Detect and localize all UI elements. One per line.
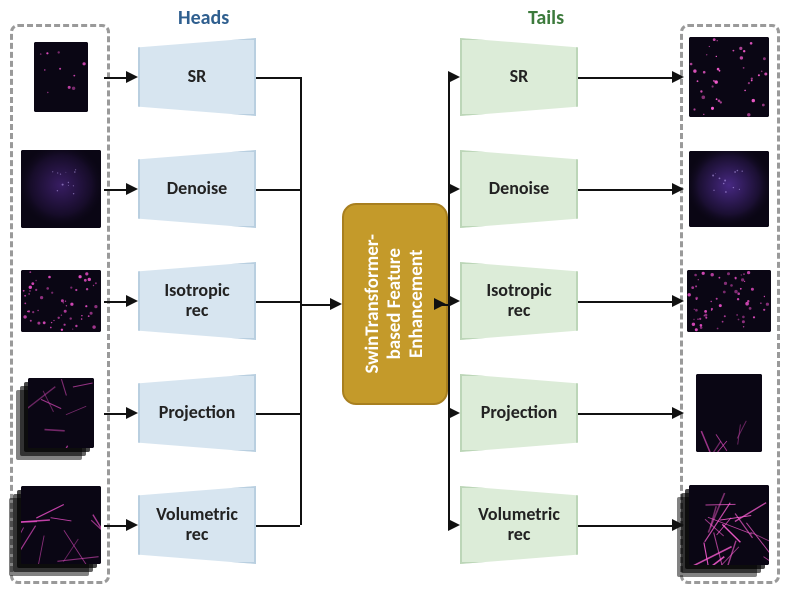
arrow-head-icon [672, 71, 684, 83]
arrow-head-icon [126, 183, 138, 195]
tails-title: Tails [528, 6, 564, 30]
arrow-head-icon [448, 407, 460, 419]
isotropic_in-thumb [21, 270, 101, 332]
arrow-head-icon [672, 183, 684, 195]
projection_in-thumb [28, 378, 94, 448]
tail-sr: SR [460, 38, 578, 116]
connector [578, 525, 672, 527]
arrow-head-icon [126, 519, 138, 531]
connector [256, 189, 300, 191]
arrow-head-icon [126, 295, 138, 307]
connector [578, 301, 672, 303]
head-sr-label: SR [188, 67, 207, 87]
head-projection-label: Projection [159, 403, 236, 423]
isotropic_out-thumb [687, 270, 771, 332]
connector [578, 413, 672, 415]
tail-denoise-label: Denoise [489, 179, 549, 199]
tail-volumetric-label: Volumetricrec [478, 505, 560, 545]
tail-volumetric: Volumetricrec [460, 486, 578, 564]
connector [300, 77, 302, 525]
denoise_in-thumb [21, 150, 101, 228]
arrow-head-icon [672, 519, 684, 531]
head-isotropic: Isotropicrec [138, 262, 256, 340]
head-isotropic-label: Isotropicrec [164, 281, 229, 321]
tail-projection: Projection [460, 374, 578, 452]
projection_out-thumb [696, 374, 762, 452]
connector [256, 413, 300, 415]
connector [104, 189, 126, 191]
connector [256, 525, 300, 527]
arrow-head-icon [672, 407, 684, 419]
center-label: SwinTransformer-based FeatureEnhancement [362, 234, 428, 374]
head-denoise-label: Denoise [167, 179, 227, 199]
connector [104, 77, 126, 79]
tail-projection-label: Projection [481, 403, 558, 423]
head-sr: SR [138, 38, 256, 116]
volumetric_out-thumb [689, 485, 769, 565]
connector [256, 77, 300, 79]
sr_in-thumb [34, 42, 88, 112]
connector [104, 301, 126, 303]
head-denoise: Denoise [138, 150, 256, 228]
arrow-head-icon [448, 183, 460, 195]
arrow-head-icon [126, 71, 138, 83]
head-volumetric-label: Volumetricrec [156, 505, 238, 545]
tail-denoise: Denoise [460, 150, 578, 228]
heads-title: Heads [178, 6, 229, 30]
center-transformer-block: SwinTransformer-based FeatureEnhancement [342, 203, 448, 405]
arrow-head-icon [330, 298, 342, 310]
connector [578, 77, 672, 79]
tail-sr-label: SR [510, 67, 529, 87]
tail-isotropic: Isotropicrec [460, 262, 578, 340]
volumetric_in-thumb [21, 486, 101, 564]
arrow-head-icon [126, 407, 138, 419]
connector [578, 189, 672, 191]
sr_out-thumb [689, 37, 769, 117]
connector [104, 413, 126, 415]
denoise_out-thumb [689, 151, 769, 227]
arrow-head-icon [448, 519, 460, 531]
connector [104, 525, 126, 527]
arrow-head-icon [434, 298, 446, 310]
connector [256, 301, 300, 303]
arrow-head-icon [448, 71, 460, 83]
head-volumetric: Volumetricrec [138, 486, 256, 564]
arrow-head-icon [672, 295, 684, 307]
head-projection: Projection [138, 374, 256, 452]
arrow-head-icon [448, 295, 460, 307]
connector [300, 304, 330, 306]
tail-isotropic-label: Isotropicrec [486, 281, 551, 321]
